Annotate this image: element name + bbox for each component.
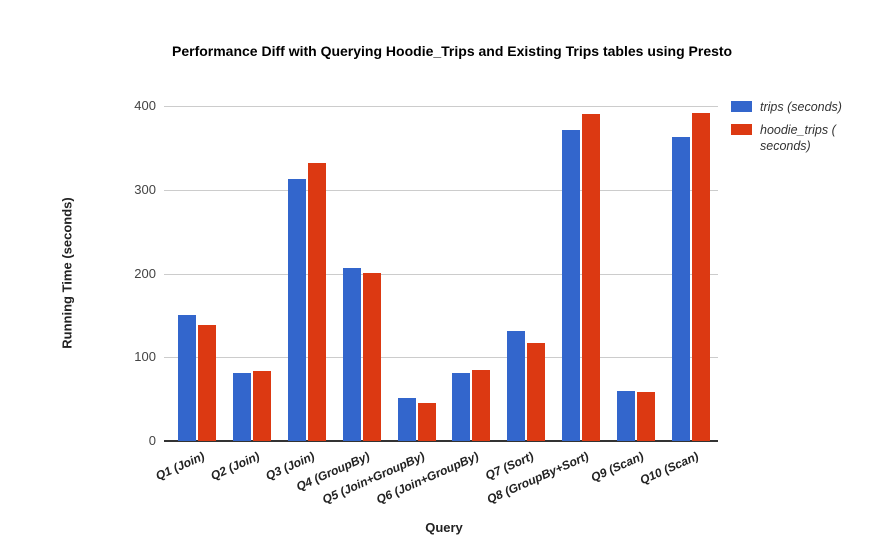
chart-title: Performance Diff with Querying Hoodie_Tr… xyxy=(172,43,733,59)
bar-trips xyxy=(562,130,580,441)
y-tick-label: 300 xyxy=(134,181,156,197)
bar-trips xyxy=(178,315,197,441)
bar-trips xyxy=(233,373,252,441)
x-axis-title: Query xyxy=(425,520,463,535)
bar-hoodie-trips xyxy=(691,112,710,441)
bar-trips xyxy=(288,178,306,441)
bar-hoodie-trips xyxy=(198,325,217,441)
gridline xyxy=(164,106,718,107)
gridline xyxy=(164,357,718,359)
y-tick-label: 200 xyxy=(134,265,156,281)
bar-hoodie-trips xyxy=(362,272,381,441)
bar-trips xyxy=(507,331,526,441)
plot-area xyxy=(164,106,718,442)
bar-hoodie-trips xyxy=(636,391,655,441)
gridline xyxy=(164,189,718,191)
bar-trips xyxy=(397,398,416,441)
y-tick-label: 400 xyxy=(134,98,156,113)
legend-label: trips (seconds) xyxy=(760,100,842,114)
y-tick-label: 100 xyxy=(134,349,156,365)
y-tick-label: 0 xyxy=(148,433,156,448)
bar-hoodie-trips xyxy=(472,369,491,441)
bar-trips xyxy=(671,137,690,441)
legend-item: hoodie_trips ( seconds) xyxy=(731,122,881,154)
legend-item: trips (seconds) xyxy=(731,99,881,115)
y-axis-title: Running Time (seconds) xyxy=(59,197,75,349)
gridline xyxy=(164,273,718,275)
bar-hoodie-trips xyxy=(253,370,272,441)
legend: trips (seconds) hoodie_trips ( seconds) xyxy=(731,99,881,161)
legend-swatch-icon xyxy=(731,124,752,135)
bar-hoodie-trips xyxy=(582,114,600,441)
legend-swatch-icon xyxy=(731,101,752,112)
x-axis-line xyxy=(164,440,718,442)
bar-trips xyxy=(616,390,635,441)
bar-hoodie-trips xyxy=(527,343,546,441)
bar-hoodie-trips xyxy=(308,162,326,441)
bar-trips xyxy=(452,373,471,441)
legend-label: hoodie_trips ( seconds) xyxy=(760,123,836,153)
bar-trips xyxy=(342,267,361,441)
bar-hoodie-trips xyxy=(417,403,436,441)
